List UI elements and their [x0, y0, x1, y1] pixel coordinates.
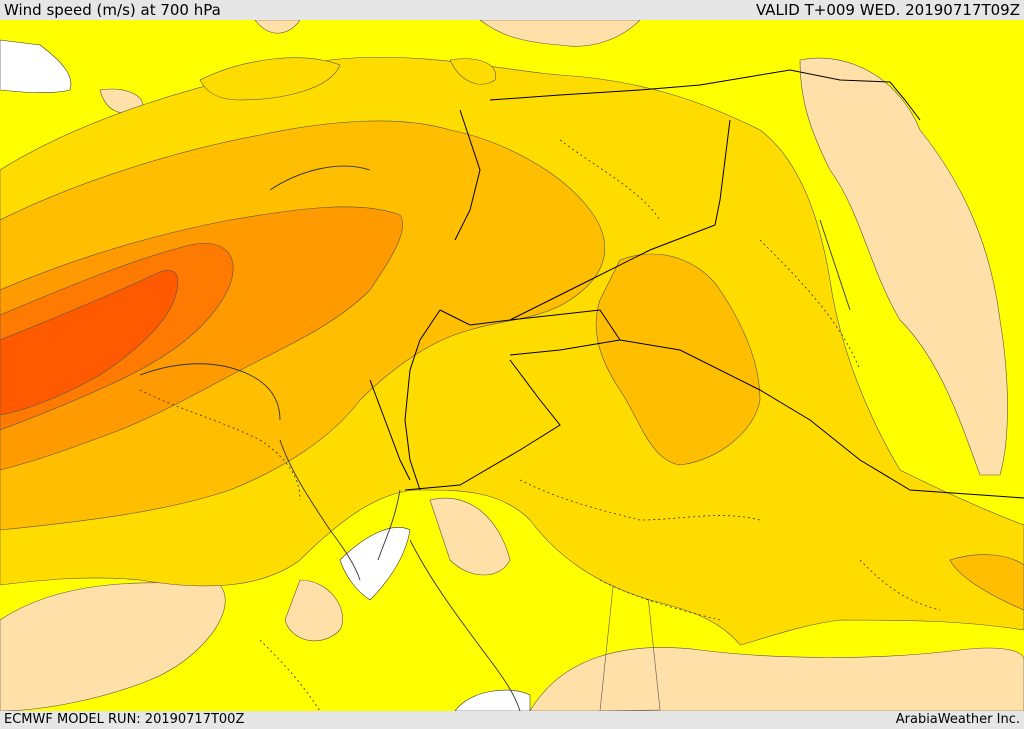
- internal-boundaries: [139, 139, 941, 711]
- map-title: Wind speed (m/s) at 700 hPa: [4, 1, 221, 19]
- map-footer: ECMWF MODEL RUN: 20190717T00Z ArabiaWeat…: [0, 711, 1024, 729]
- credit-label: ArabiaWeather Inc.: [895, 712, 1020, 727]
- coastlines: [139, 165, 851, 711]
- masked-areas: [0, 39, 531, 711]
- valid-time: VALID T+009 WED. 20190717T09Z: [755, 1, 1020, 19]
- very-strong-wind-regions: [0, 206, 403, 471]
- extreme-wind-regions: [0, 270, 179, 416]
- wind-speed-map: [0, 20, 1024, 711]
- country-borders: [369, 69, 1024, 499]
- low-wind-regions: [0, 20, 1024, 711]
- model-run: ECMWF MODEL RUN: 20190717T00Z: [4, 712, 245, 727]
- map-header: Wind speed (m/s) at 700 hPa VALID T+009 …: [0, 0, 1024, 20]
